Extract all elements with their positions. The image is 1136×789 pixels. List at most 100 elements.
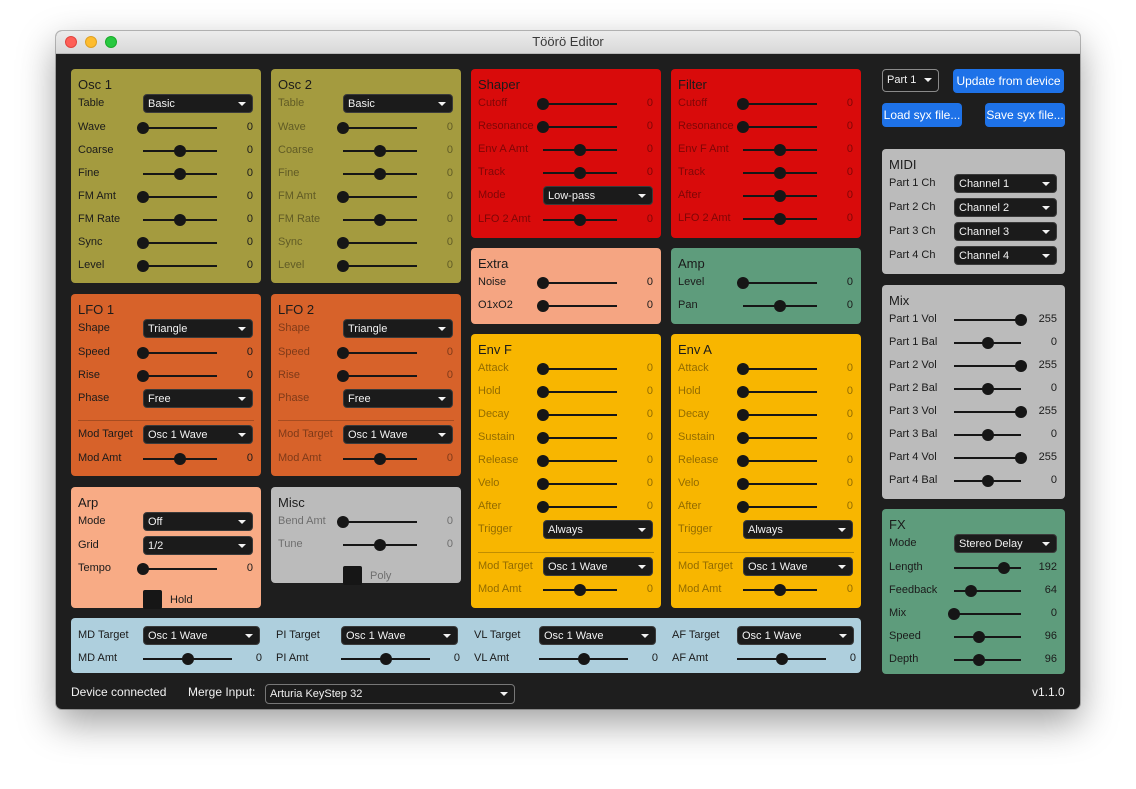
lfo1-shape-select[interactable]: Triangle	[143, 319, 253, 338]
enva-sustain-slider-track[interactable]	[743, 437, 817, 439]
mix-part-2-vol-slider-knob[interactable]	[1015, 360, 1027, 372]
enva-attack-slider-track[interactable]	[743, 368, 817, 370]
osc1-fm-rate-slider-knob[interactable]	[174, 213, 186, 226]
osc1-wave-slider-knob[interactable]	[137, 121, 149, 134]
fx-speed-slider-knob[interactable]	[973, 630, 986, 643]
osc1-coarse-slider-knob[interactable]	[174, 144, 186, 157]
zoom-window-button[interactable]	[105, 36, 117, 48]
midi-part-1-ch-select[interactable]: Channel 1	[954, 174, 1057, 193]
shaper-track-slider-knob[interactable]	[574, 167, 586, 179]
shaper-resonance-slider-track[interactable]	[543, 126, 617, 128]
enva-decay-slider-track[interactable]	[743, 414, 817, 416]
save-syx-button[interactable]: Save syx file...	[985, 103, 1065, 127]
osc2-coarse-slider-knob[interactable]	[374, 144, 386, 157]
lfo2-mod-amt-slider-knob[interactable]	[374, 452, 386, 465]
md-target-select[interactable]: Osc 1 Wave	[143, 626, 260, 645]
envf-sustain-slider-track[interactable]	[543, 437, 617, 439]
lfo2-mod-target-select[interactable]: Osc 1 Wave	[343, 425, 453, 444]
fx-speed-slider-track[interactable]	[954, 635, 1021, 638]
envf-mod-target-select[interactable]: Osc 1 Wave	[543, 556, 653, 576]
extra-noise-slider-track[interactable]	[543, 282, 617, 284]
enva-after-slider-track[interactable]	[743, 506, 817, 508]
osc1-sync-slider-knob[interactable]	[137, 236, 149, 249]
fx-mix-slider-track[interactable]	[954, 612, 1021, 615]
envf-sustain-slider-knob[interactable]	[537, 432, 549, 444]
amp-pan-slider-knob[interactable]	[774, 300, 786, 312]
enva-release-slider-track[interactable]	[743, 460, 817, 462]
arp-tempo-slider-track[interactable]	[143, 568, 217, 570]
enva-velo-slider-knob[interactable]	[737, 478, 749, 490]
mix-part-3-vol-slider-track[interactable]	[954, 411, 1021, 413]
af-target-select[interactable]: Osc 1 Wave	[737, 626, 854, 645]
lfo2-speed-slider-knob[interactable]	[337, 346, 349, 359]
enva-trigger-select[interactable]: Always	[743, 520, 853, 539]
arp-hold-checkbox[interactable]	[143, 590, 162, 609]
envf-hold-slider-track[interactable]	[543, 391, 617, 393]
enva-mod-amt-slider-knob[interactable]	[774, 584, 786, 596]
mix-part-4-bal-slider-knob[interactable]	[981, 475, 994, 487]
midi-part-4-ch-select[interactable]: Channel 4	[954, 246, 1057, 265]
osc1-level-slider-track[interactable]	[143, 264, 217, 267]
fx-mode-select[interactable]: Stereo Delay	[954, 534, 1057, 553]
enva-mod-target-select[interactable]: Osc 1 Wave	[743, 556, 853, 576]
vl-target-select[interactable]: Osc 1 Wave	[539, 626, 656, 645]
close-window-button[interactable]	[65, 36, 77, 48]
af-amt-slider-knob[interactable]	[775, 653, 788, 665]
merge-input-select[interactable]: Arturia KeyStep 32	[265, 684, 515, 704]
envf-after-slider-knob[interactable]	[537, 501, 549, 513]
osc1-table-select[interactable]: Basic	[143, 94, 253, 113]
mix-part-3-bal-slider-knob[interactable]	[981, 429, 994, 441]
mix-part-1-vol-slider-track[interactable]	[954, 319, 1021, 321]
envf-velo-slider-knob[interactable]	[537, 478, 549, 490]
shaper-lfo-2-amt-slider-knob[interactable]	[574, 213, 586, 226]
arp-grid-select[interactable]: 1/2	[143, 535, 253, 555]
mix-part-1-vol-slider-knob[interactable]	[1015, 314, 1027, 326]
enva-velo-slider-track[interactable]	[743, 483, 817, 485]
vl-amt-slider-knob[interactable]	[577, 653, 590, 665]
lfo1-rise-slider-track[interactable]	[143, 374, 217, 377]
envf-release-slider-knob[interactable]	[537, 455, 549, 467]
shaper-cutoff-slider-track[interactable]	[543, 103, 617, 105]
shaper-resonance-slider-knob[interactable]	[537, 121, 549, 133]
osc2-fm-amt-slider-track[interactable]	[343, 195, 417, 198]
osc2-level-slider-knob[interactable]	[337, 259, 349, 272]
lfo2-phase-select[interactable]: Free	[343, 388, 453, 408]
pi-amt-slider-knob[interactable]	[379, 653, 392, 665]
fx-feedback-slider-track[interactable]	[954, 589, 1021, 592]
filter-env-f-amt-slider-knob[interactable]	[774, 144, 786, 156]
filter-track-slider-knob[interactable]	[774, 167, 786, 179]
md-amt-slider-knob[interactable]	[181, 653, 194, 665]
filter-lfo-2-amt-slider-knob[interactable]	[774, 213, 786, 225]
envf-decay-slider-knob[interactable]	[537, 409, 549, 421]
envf-attack-slider-knob[interactable]	[537, 363, 549, 375]
minimize-window-button[interactable]	[85, 36, 97, 48]
midi-part-3-ch-select[interactable]: Channel 3	[954, 222, 1057, 241]
fx-length-slider-track[interactable]	[954, 566, 1021, 569]
osc2-table-select[interactable]: Basic	[343, 94, 453, 113]
lfo1-speed-slider-track[interactable]	[143, 351, 217, 354]
misc-bend-amt-slider-track[interactable]	[343, 521, 417, 523]
lfo1-mod-amt-slider-knob[interactable]	[174, 452, 186, 465]
mix-part-2-bal-slider-knob[interactable]	[981, 383, 994, 395]
update-from-device-button[interactable]: Update from device	[953, 69, 1064, 93]
arp-tempo-slider-knob[interactable]	[137, 563, 149, 575]
osc2-fine-slider-knob[interactable]	[374, 167, 386, 180]
enva-attack-slider-knob[interactable]	[737, 363, 749, 375]
osc2-wave-slider-knob[interactable]	[337, 121, 349, 134]
mix-part-4-vol-slider-knob[interactable]	[1015, 452, 1027, 464]
osc1-fine-slider-knob[interactable]	[174, 167, 186, 180]
enva-hold-slider-knob[interactable]	[737, 386, 749, 398]
filter-resonance-slider-knob[interactable]	[737, 121, 749, 133]
amp-level-slider-knob[interactable]	[737, 277, 749, 289]
misc-bend-amt-slider-knob[interactable]	[337, 516, 349, 528]
extra-o1xo2-slider-knob[interactable]	[537, 300, 549, 312]
osc1-wave-slider-track[interactable]	[143, 126, 217, 129]
fx-length-slider-knob[interactable]	[998, 561, 1011, 574]
osc1-fm-amt-slider-track[interactable]	[143, 195, 217, 198]
lfo1-mod-target-select[interactable]: Osc 1 Wave	[143, 425, 253, 444]
amp-level-slider-track[interactable]	[743, 282, 817, 284]
load-syx-button[interactable]: Load syx file...	[882, 103, 962, 127]
envf-release-slider-track[interactable]	[543, 460, 617, 462]
osc1-fm-amt-slider-knob[interactable]	[137, 190, 149, 203]
lfo1-rise-slider-knob[interactable]	[137, 369, 149, 382]
